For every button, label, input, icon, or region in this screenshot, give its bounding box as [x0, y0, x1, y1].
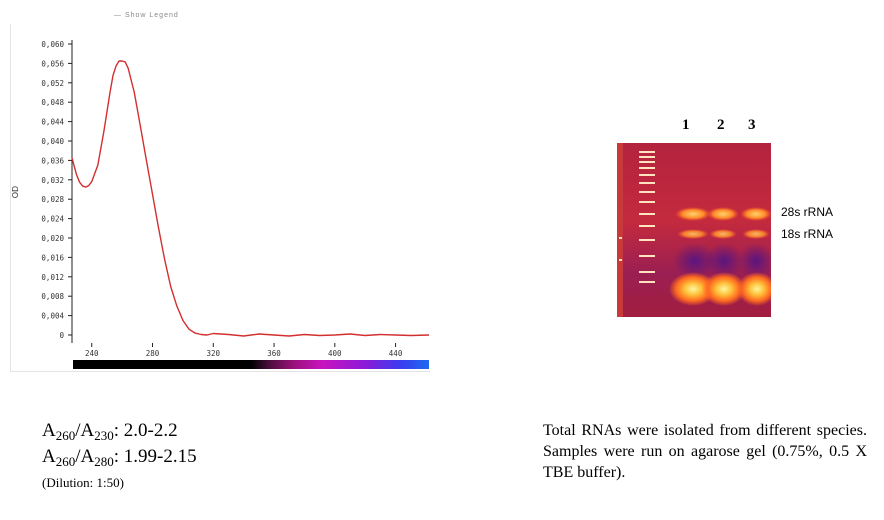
ratio-symbol: /A	[75, 446, 95, 467]
ratio-subscript: 260	[55, 454, 76, 469]
y-tick-label: 0,056	[41, 59, 64, 68]
y-tick-label: 0,052	[41, 79, 64, 88]
y-tick-label: 0,012	[41, 273, 64, 282]
band-label-18s: 18s rRNA	[781, 227, 834, 241]
y-tick-label: 0,048	[41, 98, 64, 107]
y-tick-label: 0,040	[41, 137, 64, 146]
x-tick-label: 400	[328, 349, 342, 358]
lane-number-3: 3	[748, 117, 756, 133]
ratio-a260-a280: A260/A280: 1.99-2.15	[42, 446, 197, 473]
y-tick-label: 0,028	[41, 195, 64, 204]
y-tick-label: 0,036	[41, 156, 64, 165]
ratio-value: : 1.99-2.15	[113, 446, 197, 467]
ratio-subscript: 280	[94, 454, 114, 469]
y-tick-label: 0,032	[41, 176, 64, 185]
y-tick-label: 0,024	[41, 215, 64, 224]
y-tick-label: 0,044	[41, 118, 64, 127]
ratio-subscript: 260	[55, 428, 76, 443]
x-tick-label: 440	[389, 349, 403, 358]
ratio-a260-a230: A260/A230: 2.0-2.2	[42, 420, 178, 447]
x-tick-label: 280	[146, 349, 160, 358]
spectrum-line	[71, 60, 430, 337]
x-tick-label: 320	[207, 349, 221, 358]
x-tick-label: 360	[267, 349, 281, 358]
y-axis-title: OD	[11, 186, 20, 198]
legend-toggle-label: — Show Legend	[114, 12, 179, 19]
y-tick-label: 0,060	[41, 40, 64, 49]
gel-caption: Total RNAs were isolated from different …	[543, 422, 867, 481]
legend-toggle[interactable]: — Show Legend	[10, 12, 430, 24]
ratio-symbol: /A	[75, 420, 95, 441]
ratio-symbol: A	[42, 420, 56, 441]
y-tick-label: 0,004	[41, 312, 64, 321]
ratio-symbol: A	[42, 446, 56, 467]
y-tick-label: 0,016	[41, 253, 64, 262]
y-tick-label: 0,020	[41, 234, 64, 243]
ratio-value: : 2.0-2.2	[113, 420, 178, 441]
agarose-gel-image	[617, 143, 771, 317]
band-label-28s: 28s rRNA	[781, 205, 834, 219]
lane-number-1: 1	[682, 117, 690, 133]
ratio-subscript: 230	[94, 428, 114, 443]
x-tick-label: 240	[85, 349, 99, 358]
lane-number-2: 2	[717, 117, 725, 133]
y-tick-label: 0	[59, 331, 64, 340]
spectrum-panel	[10, 24, 430, 372]
dilution-note: (Dilution: 1:50)	[42, 475, 124, 490]
y-tick-label: 0,008	[41, 292, 64, 301]
wavelength-color-bar	[73, 360, 429, 369]
absorbance-spectrum-chart: 0,060 0,056 0,052 0,048 0,044 0,040 0,036 0,032…	[11, 40, 430, 358]
